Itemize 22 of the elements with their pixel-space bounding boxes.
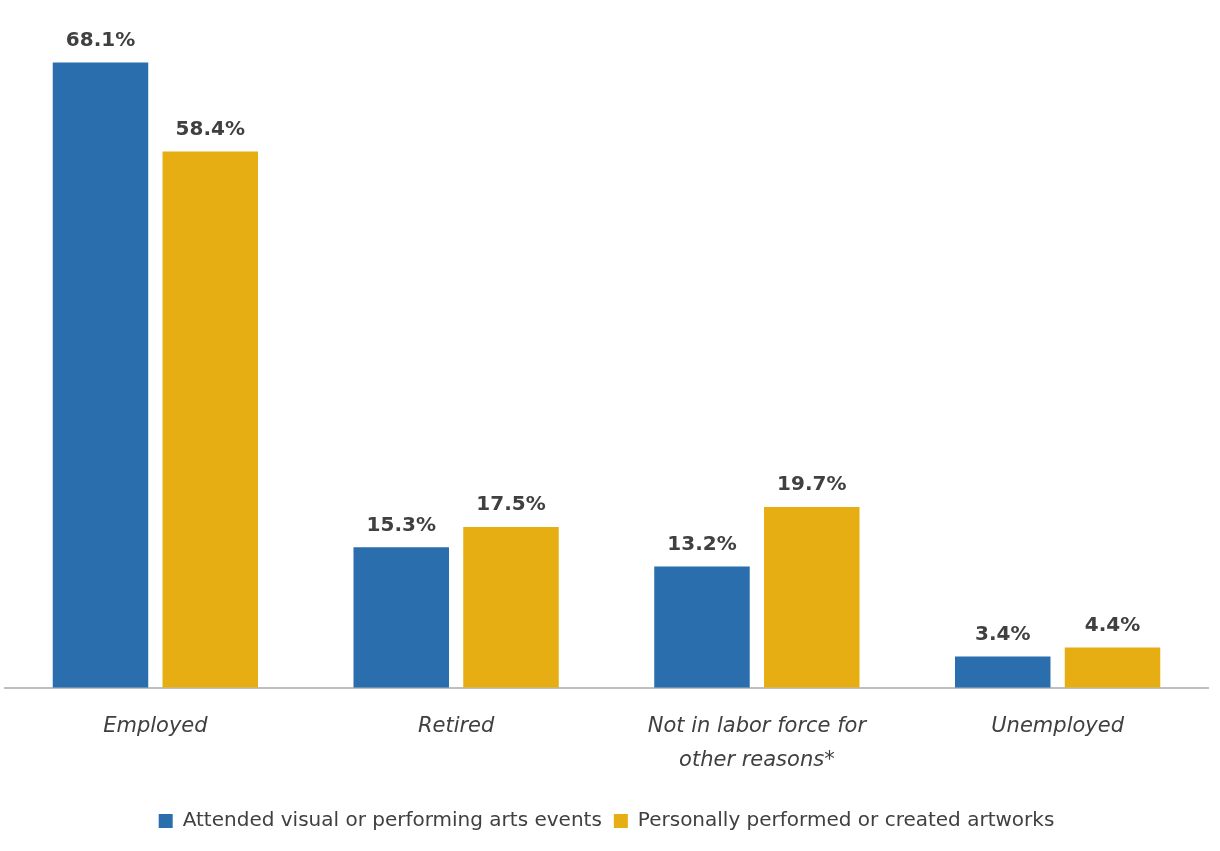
bar <box>463 527 559 688</box>
data-label: 15.3% <box>366 511 436 536</box>
x-tick-label: Not in labor force for other reasons* <box>647 713 868 771</box>
data-label: 13.2% <box>667 530 737 555</box>
x-tick-label: Retired <box>417 713 496 738</box>
data-label: 17.5% <box>476 491 546 516</box>
x-tick-label: Unemployed <box>991 713 1125 738</box>
data-label: 3.4% <box>975 620 1031 645</box>
bar <box>954 656 1051 688</box>
data-label: 68.1% <box>65 26 136 51</box>
bar <box>654 566 750 688</box>
bar <box>353 547 449 688</box>
data-label: 58.4% <box>175 115 245 140</box>
bar <box>1064 647 1161 688</box>
legend-label: Personally performed or created artworks <box>637 807 1055 832</box>
bar <box>764 506 860 688</box>
data-label: 19.7% <box>777 471 847 496</box>
bar <box>52 62 149 688</box>
bar <box>162 151 259 688</box>
data-label: 4.4% <box>1084 611 1141 636</box>
x-tick-label: Employed <box>103 713 209 738</box>
legend-label: Attended visual or performing arts events <box>182 807 602 832</box>
